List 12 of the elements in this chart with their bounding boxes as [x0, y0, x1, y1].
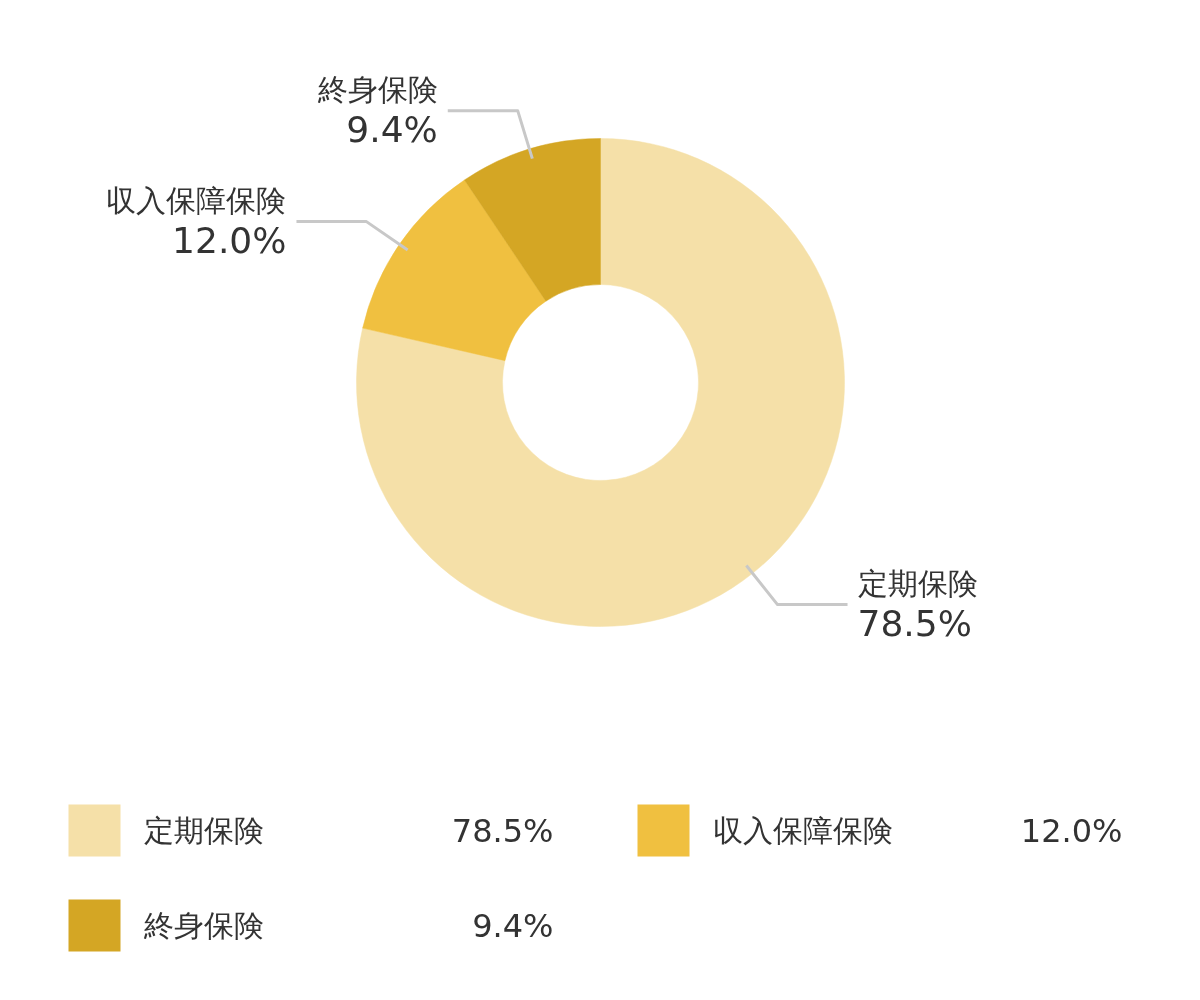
- slice-label: 収入保障保険: [106, 182, 287, 218]
- data-label: 12.0%: [172, 219, 287, 261]
- slice-label: 終身保険: [316, 71, 438, 107]
- text: 12.0%: [1020, 811, 1123, 850]
- data-label: 9.4%: [346, 108, 438, 150]
- slice-label: 定期保険: [857, 565, 978, 601]
- text: 78.5%: [451, 811, 554, 850]
- text: 9.4%: [472, 906, 554, 945]
- legend-label: 定期保険: [143, 813, 264, 848]
- data-label: 78.5%: [857, 602, 972, 644]
- legend-label: 終身保険: [142, 908, 264, 943]
- legend-label: 収入保障保険: [712, 813, 893, 848]
